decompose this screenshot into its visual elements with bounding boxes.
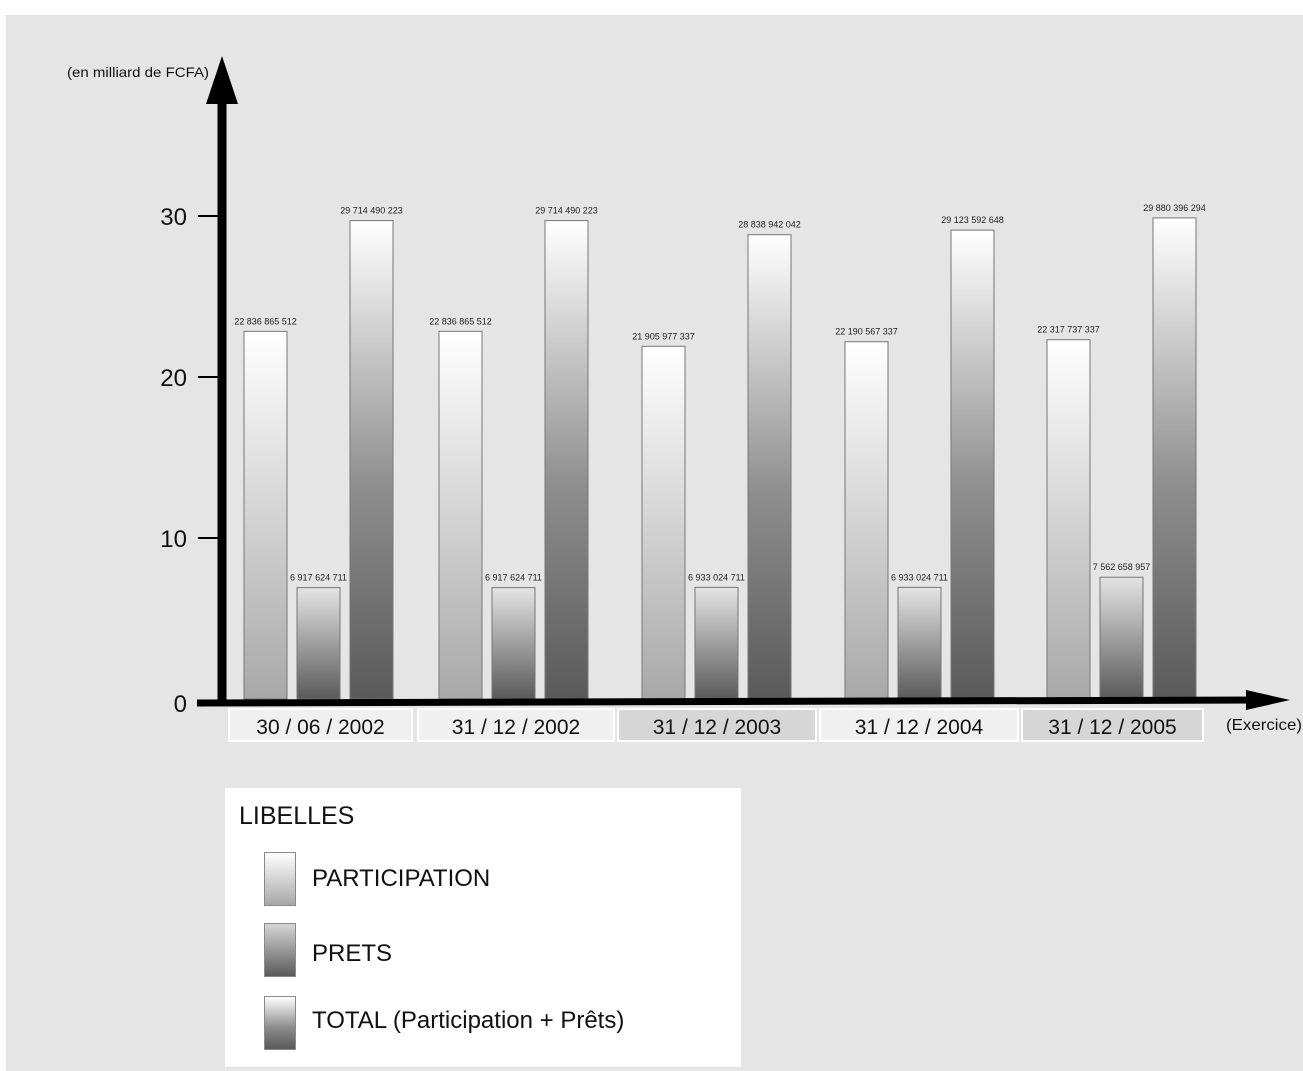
bar-prets (296, 587, 341, 700)
bar-prets (491, 587, 536, 700)
y-tick-label: 10 (160, 526, 187, 553)
y-tick-label: 20 (160, 365, 187, 392)
bars (243, 217, 1197, 700)
legend: LIBELLES PARTICIPATION PRETS TOTAL (Part… (225, 788, 741, 1067)
bar-value-label: 7 562 658 957 (1093, 562, 1151, 572)
bar-participation (1046, 339, 1091, 700)
bar-value-label: 6 933 024 711 (688, 572, 745, 582)
bar-value-label: 29 714 490 223 (340, 206, 403, 216)
category-box (1021, 708, 1204, 742)
bar-participation (844, 341, 889, 700)
bar-prets (1099, 576, 1144, 700)
bar-value-labels: 22 836 865 512 22 836 865 512 21 905 977 3… (234, 203, 1206, 583)
legend-swatch-total (264, 996, 296, 1050)
x-tick-label: 31 / 12 / 2003 (653, 716, 781, 739)
category-box (417, 708, 615, 742)
x-tick-label: 31 / 12 / 2002 (452, 716, 580, 739)
bar-value-label: 22 190 567 337 (835, 327, 898, 337)
y-ticks: 0 10 20 30 (160, 204, 222, 718)
legend-label-total: TOTAL (Participation + Prêts) (312, 1007, 625, 1034)
bar-value-label: 6 917 624 711 (485, 573, 542, 583)
bar-prets (694, 586, 739, 700)
bar-value-label: 22 836 865 512 (429, 316, 492, 326)
bar-value-label: 29 714 490 223 (535, 206, 598, 216)
bar-total (349, 220, 394, 700)
x-axis-unit-label: (Exercice) (1226, 717, 1302, 734)
legend-swatch-participation (264, 852, 296, 906)
bar-value-label: 6 917 624 711 (290, 573, 347, 583)
category-box (819, 708, 1019, 742)
x-tick-label: 30 / 06 / 2002 (256, 716, 384, 739)
legend-label-participation: PARTICIPATION (312, 865, 491, 892)
category-boxes: 30 / 06 / 2002 31 / 12 / 2002 31 / 12 / 20… (228, 708, 1204, 742)
y-axis-arrow (206, 56, 238, 104)
category-box (228, 708, 413, 742)
bar-participation (243, 330, 288, 700)
bar-total (747, 234, 792, 700)
category-box (617, 708, 817, 742)
y-tick-label: 30 (160, 204, 187, 231)
bar-value-label: 22 836 865 512 (234, 316, 297, 326)
bar-participation (438, 330, 483, 700)
bar-participation (641, 345, 686, 700)
x-axis-line (196, 696, 1261, 707)
bar-value-label: 29 123 592 648 (941, 215, 1004, 225)
x-axis-arrow (1246, 690, 1290, 710)
bar-total (1152, 217, 1197, 700)
bar-value-label: 29 880 396 294 (1143, 203, 1206, 213)
bar-total (950, 229, 995, 700)
legend-title: LIBELLES (239, 802, 355, 830)
axes (196, 56, 1290, 710)
legend-swatch-prets (264, 923, 296, 977)
x-tick-label: 31 / 12 / 2005 (1048, 716, 1176, 739)
bar-total (544, 220, 589, 700)
bar-value-label: 6 933 024 711 (891, 572, 948, 582)
y-axis-unit-label: (en milliard de FCFA) (67, 64, 209, 80)
bar-prets (897, 586, 942, 700)
y-tick-label: 0 (174, 691, 187, 718)
x-tick-label: 31 / 12 / 2004 (855, 716, 984, 739)
legend-label-prets: PRETS (312, 940, 393, 967)
bar-value-label: 22 317 737 337 (1037, 325, 1100, 335)
bar-value-label: 21 905 977 337 (632, 331, 695, 341)
bar-value-label: 28 838 942 042 (738, 220, 801, 230)
